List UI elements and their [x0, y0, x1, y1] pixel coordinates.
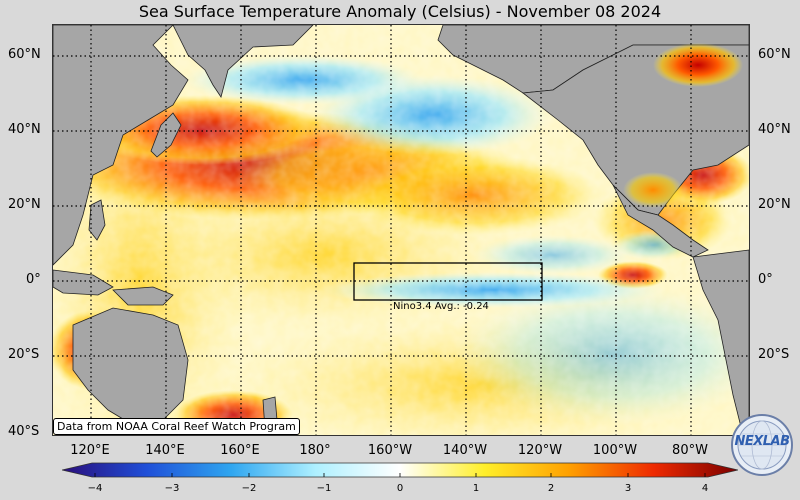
lon-label-100w: 100°W: [592, 443, 638, 458]
lat-label-left-20s: 20°S: [8, 347, 40, 362]
lon-label-120e: 120°E: [70, 443, 110, 458]
north-america-land: [521, 44, 749, 216]
philippines-land: [88, 199, 106, 241]
lat-label-right-60n: 60°N: [758, 47, 791, 62]
lon-label-140w: 140°W: [442, 443, 488, 458]
anomaly-field: [53, 25, 749, 435]
colorbar-tick-0: 0: [396, 483, 404, 494]
lat-label-right-40n: 40°N: [758, 122, 791, 137]
colorbar-ramp: [61, 462, 739, 478]
atlantic-warm-north: [653, 43, 743, 87]
borneo-land: [53, 269, 114, 296]
map-canvas: [53, 25, 749, 435]
australia-land: [72, 307, 189, 426]
lon-label-140e: 140°E: [145, 443, 185, 458]
lon-label-80w: 80°W: [672, 443, 708, 458]
lat-label-left-40n: 40°N: [8, 122, 41, 137]
nexlab-logo: NEXLAB: [731, 414, 793, 476]
sst-anomaly-map: [52, 24, 750, 436]
lon-label-180: 180°: [299, 443, 331, 458]
colorbar-tick-1: 1: [472, 483, 480, 494]
siberia-land: [172, 25, 314, 98]
lat-label-left-eq: 0°: [26, 272, 41, 287]
lat-label-left-40s: 40°S: [8, 424, 40, 439]
colorbar-tick--2: −2: [241, 483, 257, 494]
lon-label-120w: 120°W: [517, 443, 563, 458]
colorbar-tick-4: 4: [701, 483, 709, 494]
lon-label-160w: 160°W: [367, 443, 413, 458]
colorbar-tick--4: −4: [87, 483, 103, 494]
land-masses: [53, 25, 749, 435]
colorbar-tick-2: 2: [547, 483, 555, 494]
colorbar: −4 −3 −2 −1 0 1 2 3 4: [61, 462, 739, 498]
lat-label-left-60n: 60°N: [8, 47, 41, 62]
japan-land: [150, 112, 182, 158]
data-credit: Data from NOAA Coral Reef Watch Program: [53, 418, 300, 435]
lat-label-right-20s: 20°S: [758, 347, 790, 362]
lon-label-160e: 160°E: [220, 443, 260, 458]
gulf-warm: [623, 172, 683, 208]
nino34-average-label: Nino3.4 Avg.: -0.24: [393, 301, 489, 312]
central-america-land: [612, 184, 709, 258]
lat-label-left-20n: 20°N: [8, 197, 41, 212]
globe-icon: [737, 420, 787, 470]
new-guinea-land: [112, 286, 174, 306]
colorbar-tick-3: 3: [624, 483, 632, 494]
map-title: Sea Surface Temperature Anomaly (Celsius…: [138, 2, 662, 21]
asia-land: [53, 25, 189, 266]
lat-label-right-eq: 0°: [758, 272, 773, 287]
colorbar-tick--3: −3: [164, 483, 180, 494]
lat-label-right-20n: 20°N: [758, 197, 791, 212]
south-america-land: [692, 249, 749, 435]
gridlines: [53, 25, 749, 435]
colorbar-tick--1: −1: [316, 483, 332, 494]
nino34-box: [353, 262, 543, 301]
logo-text: NEXLAB: [734, 434, 790, 449]
